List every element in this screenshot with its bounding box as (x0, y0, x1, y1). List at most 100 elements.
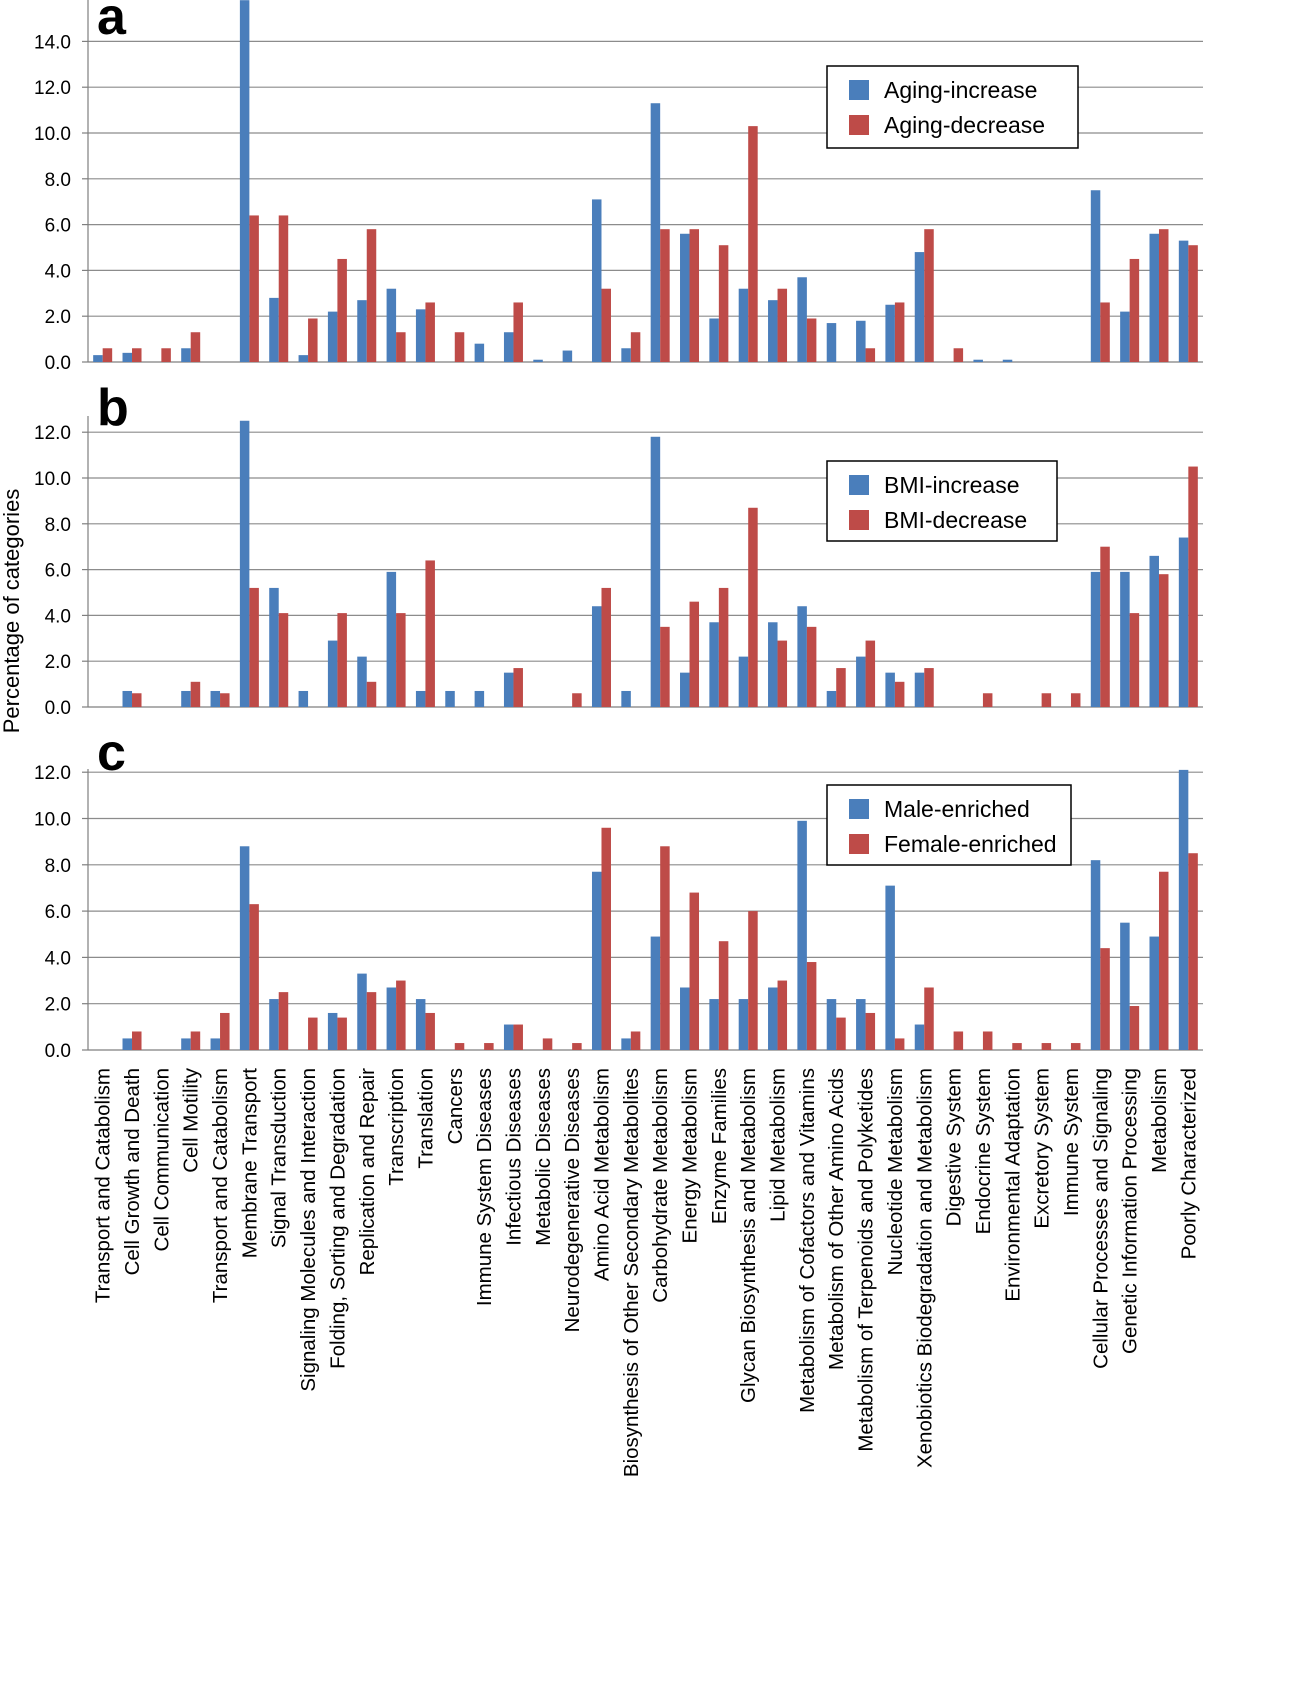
category-label: Carbohydrate Metabolism (649, 1068, 672, 1303)
legend-swatch (849, 475, 869, 495)
bar-aging-increase (239, 0, 250, 363)
bar-male-enriched (856, 999, 866, 1050)
bar-aging-increase (181, 348, 191, 362)
bar-female-enriched (1100, 948, 1110, 1050)
category-label: Immune System (1060, 1068, 1083, 1216)
bar-male-enriched (122, 1038, 133, 1050)
bar-aging-decrease (278, 215, 289, 362)
category-label: Cellular Processes and Signaling (1089, 1068, 1112, 1369)
category-label: Xenobiotics Biodegradation and Metabolis… (913, 1068, 936, 1468)
bar-bmi-decrease (689, 601, 700, 707)
bar-aging-decrease (454, 332, 465, 362)
bar-bmi-decrease (1188, 466, 1198, 707)
y-tick-label: 12.0 (34, 763, 71, 784)
bar-bmi-increase (503, 672, 514, 707)
bar-female-enriched (689, 892, 700, 1050)
bar-bmi-decrease (777, 640, 788, 707)
bar-female-enriched (865, 1012, 876, 1050)
bar-female-enriched (132, 1031, 142, 1050)
legend-label: Aging-increase (884, 77, 1037, 103)
bar-bmi-decrease (396, 613, 406, 707)
bar-bmi-increase (650, 436, 661, 707)
bar-bmi-decrease (1158, 574, 1169, 707)
bar-aging-increase (738, 288, 749, 362)
category-label: Metabolism of Other Amino Acids (825, 1068, 848, 1370)
category-label: Membrane Transport (238, 1068, 261, 1259)
bar-bmi-increase (181, 690, 191, 707)
category-label: Enzyme Families (708, 1068, 731, 1224)
bar-bmi-decrease (836, 668, 846, 707)
bar-male-enriched (327, 1012, 338, 1050)
bar-bmi-decrease (132, 693, 142, 707)
category-label: Cell Growth and Death (121, 1068, 144, 1275)
bar-aging-increase (856, 320, 866, 362)
y-tick-label: 10.0 (34, 469, 71, 490)
bar-bmi-decrease (1129, 613, 1140, 707)
bar-female-enriched (454, 1043, 465, 1050)
bar-bmi-increase (680, 672, 690, 707)
bar-bmi-decrease (513, 668, 523, 707)
bar-female-enriched (1158, 871, 1169, 1050)
category-label: Metabolism of Cofactors and Vitamins (796, 1068, 819, 1413)
bar-aging-decrease (630, 332, 641, 362)
category-label: Signaling Molecules and Interaction (297, 1068, 320, 1392)
bar-bmi-increase (826, 690, 837, 707)
y-tick-label: 2.0 (45, 995, 71, 1016)
bar-aging-decrease (132, 348, 142, 362)
bar-male-enriched (826, 999, 837, 1050)
bar-aging-increase (357, 300, 367, 362)
bar-male-enriched (621, 1038, 631, 1050)
bar-bmi-increase (1090, 571, 1101, 707)
bar-aging-increase (415, 309, 426, 362)
bar-aging-decrease (601, 288, 611, 362)
bar-aging-decrease (249, 215, 259, 362)
bar-female-enriched (1129, 1006, 1140, 1050)
bar-bmi-decrease (924, 668, 934, 707)
bar-aging-decrease (924, 229, 934, 362)
bar-aging-increase (709, 318, 719, 362)
bar-male-enriched (386, 987, 397, 1050)
bar-aging-increase (474, 343, 485, 362)
bar-aging-decrease (102, 348, 113, 362)
y-axis-label: Percentage of categories (0, 489, 24, 734)
category-label: Excretory System (1031, 1068, 1054, 1229)
bar-male-enriched (239, 846, 250, 1050)
bar-male-enriched (1120, 922, 1130, 1050)
bar-female-enriched (396, 980, 406, 1050)
category-label: Lipid Metabolism (767, 1068, 790, 1222)
bar-aging-increase (1120, 311, 1130, 362)
bar-aging-decrease (660, 229, 670, 362)
bar-aging-increase (826, 323, 837, 362)
legend-swatch (849, 799, 869, 819)
bar-bmi-decrease (425, 560, 435, 707)
bar-male-enriched (1149, 936, 1159, 1050)
category-label: Amino Acid Metabolism (591, 1068, 614, 1281)
legend-label: BMI-decrease (884, 507, 1027, 533)
bar-bmi-increase (239, 420, 250, 707)
y-tick-label: 10.0 (34, 810, 71, 831)
bar-bmi-decrease (249, 587, 259, 707)
bar-aging-increase (885, 304, 895, 362)
bar-male-enriched (503, 1024, 514, 1050)
bar-aging-increase (269, 297, 279, 362)
category-label: Metabolic Diseases (532, 1068, 555, 1246)
bar-bmi-decrease (1070, 693, 1081, 707)
bar-aging-increase (93, 355, 103, 362)
bar-male-enriched (650, 936, 661, 1050)
bar-female-enriched (660, 846, 670, 1050)
bar-male-enriched (591, 871, 602, 1050)
bar-bmi-increase (1120, 571, 1130, 707)
legends: Aging-increase Aging-decrease BMI-increase… (826, 65, 1079, 866)
bar-aging-increase (533, 359, 543, 362)
bar-bmi-increase (738, 656, 749, 707)
bar-aging-decrease (806, 318, 817, 362)
category-label: Folding, Sorting and Degradation (326, 1068, 349, 1369)
bar-aging-increase (122, 352, 133, 362)
bar-aging-increase (386, 288, 397, 362)
y-tick-label: 8.0 (45, 856, 71, 877)
bar-bmi-increase (386, 571, 397, 707)
bar-aging-decrease (337, 258, 347, 362)
y-tick-label: 14.0 (34, 32, 71, 53)
bar-bmi-increase (621, 690, 631, 707)
bar-aging-increase (1178, 240, 1189, 362)
